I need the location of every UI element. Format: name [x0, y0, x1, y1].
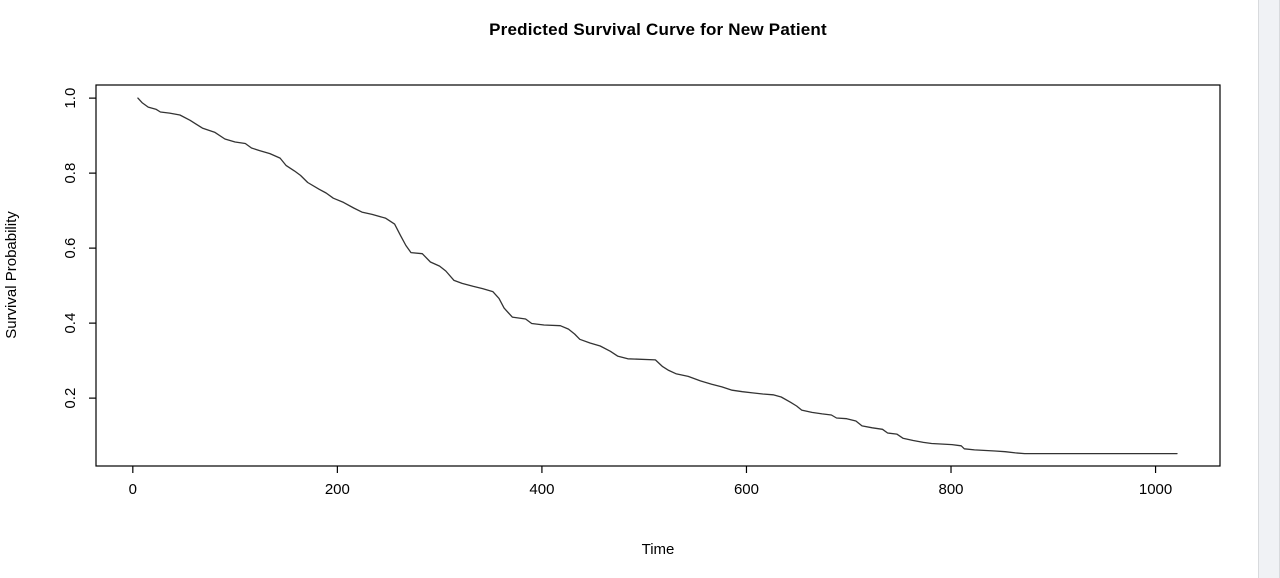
y-tick-label: 0.6 — [62, 238, 79, 259]
y-tick-label: 1.0 — [62, 88, 79, 109]
x-tick-label: 200 — [325, 481, 350, 498]
x-tick-label: 400 — [529, 481, 554, 498]
plot-box — [95, 84, 1221, 467]
y-tick-label: 0.8 — [62, 163, 79, 184]
scrollbar-track[interactable] — [1258, 0, 1280, 578]
y-tick-label: 0.2 — [62, 388, 79, 409]
x-tick-label: 0 — [129, 481, 137, 498]
x-tick-label: 600 — [734, 481, 759, 498]
x-tick-label: 1000 — [1139, 481, 1172, 498]
x-axis-label: Time — [641, 541, 675, 558]
y-tick-label: 0.4 — [62, 313, 79, 334]
survival-curve — [137, 97, 1178, 455]
chart-title: Predicted Survival Curve for New Patient — [489, 20, 827, 39]
x-tick-label: 800 — [939, 481, 964, 498]
